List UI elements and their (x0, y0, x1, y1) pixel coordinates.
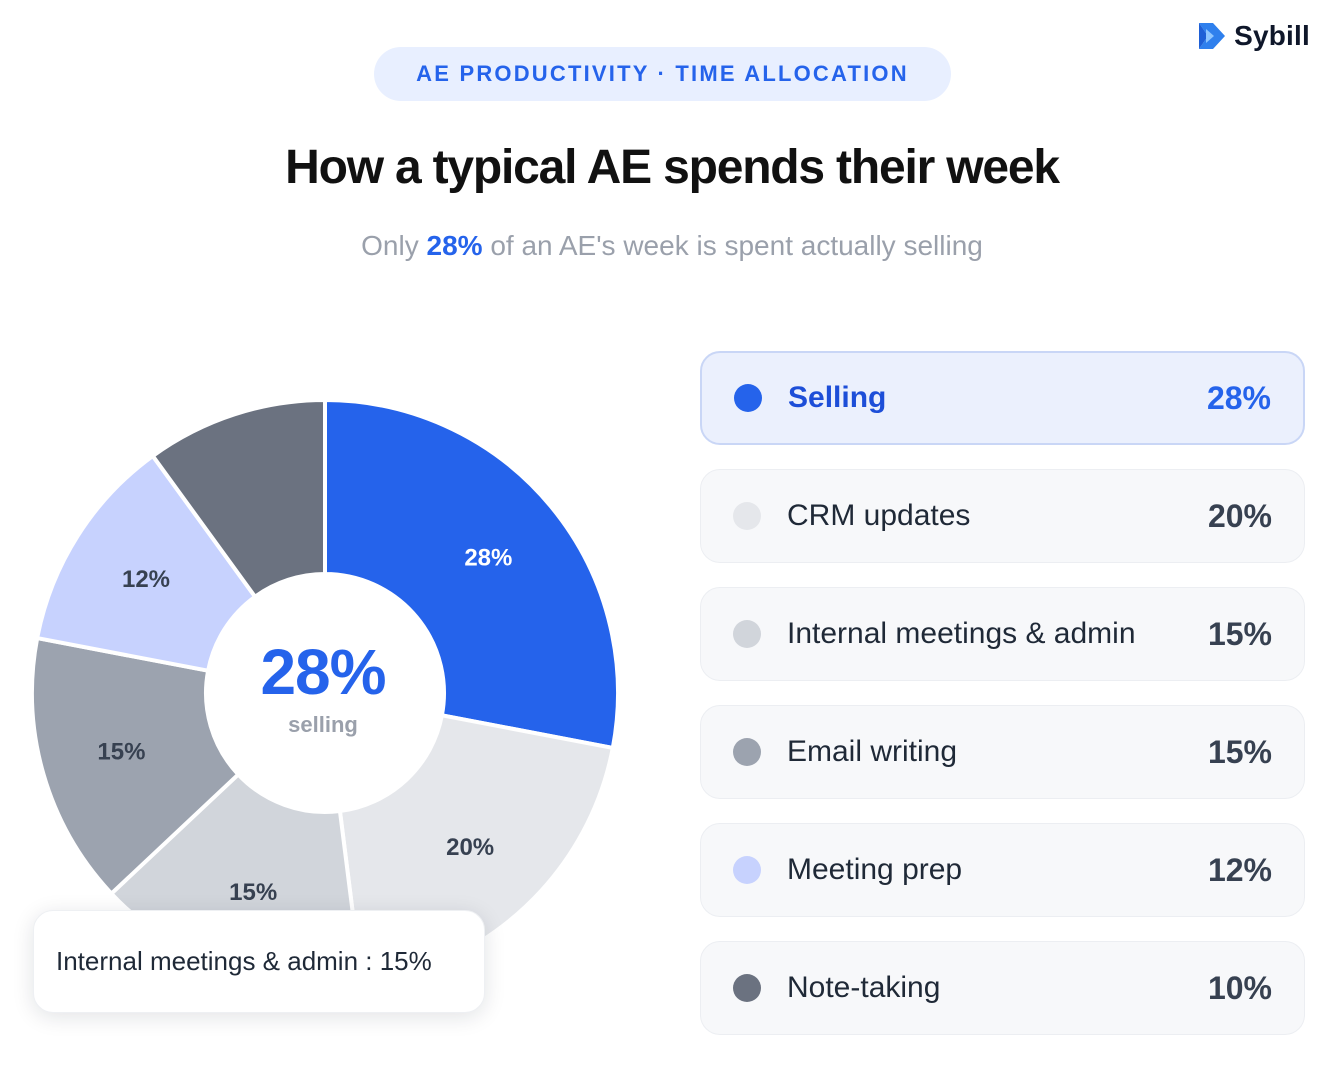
legend-item-selling[interactable]: Selling 28% (700, 351, 1305, 445)
legend-value: 20% (1207, 497, 1272, 534)
donut-center-label: 28% selling (233, 640, 413, 738)
chart-legend: Selling 28% CRM updates 20% Internal mee… (700, 351, 1305, 1059)
legend-label: Note-taking (787, 971, 941, 1004)
slice-label-selling: 28% (464, 544, 512, 571)
legend-item-email-writing[interactable]: Email writing 15% (700, 705, 1305, 799)
donut-chart: 28% 20% 15% 15% 12% 28% selling (20, 388, 630, 998)
legend-item-note-taking[interactable]: Note-taking 10% (700, 941, 1305, 1035)
legend-label: Internal meetings & admin (787, 617, 1136, 650)
legend-item-meeting-prep[interactable]: Meeting prep 12% (700, 823, 1305, 917)
sybill-logo-icon (1199, 23, 1226, 49)
slice-label-meeting-prep: 12% (122, 566, 170, 593)
slice-note-taking[interactable] (150, 398, 327, 599)
legend-value: 10% (1207, 969, 1272, 1006)
page-subtitle: Only 28% of an AE's week is spent actual… (0, 230, 1344, 262)
subtitle-highlight: 28% (426, 230, 483, 261)
slice-meeting-prep[interactable] (35, 453, 258, 673)
legend-value: 15% (1207, 733, 1272, 770)
legend-item-crm-updates[interactable]: CRM updates 20% (700, 469, 1305, 563)
legend-label: CRM updates (787, 499, 971, 532)
legend-dot (733, 502, 761, 530)
legend-dot (733, 856, 761, 884)
page-title: How a typical AE spends their week (285, 141, 1060, 194)
slice-label-crm-updates: 20% (446, 834, 494, 861)
legend-label: Email writing (787, 735, 958, 768)
brand-name: Sybill (1234, 20, 1310, 51)
chart-tooltip: Internal meetings & admin : 15% (33, 910, 485, 1013)
brand-logo: Sybill (1196, 20, 1310, 52)
slice-selling[interactable] (323, 398, 620, 750)
legend-value: 28% (1206, 379, 1271, 416)
legend-value: 12% (1207, 851, 1272, 888)
legend-label: Selling (788, 381, 887, 414)
slice-label-internal-meetings: 15% (229, 879, 277, 906)
donut-center-value: 28% (260, 636, 386, 708)
donut-center-caption: selling (288, 712, 358, 737)
legend-dot (734, 384, 762, 412)
legend-dot (733, 738, 761, 766)
legend-value: 15% (1207, 615, 1272, 652)
legend-dot (733, 620, 761, 648)
legend-dot (733, 974, 761, 1002)
eyebrow-text: AE PRODUCTIVITY · TIME ALLOCATION (416, 61, 909, 86)
subtitle-suffix: of an AE's week is spent actually sellin… (482, 230, 983, 261)
legend-label: Meeting prep (787, 853, 963, 886)
legend-item-internal-meetings[interactable]: Internal meetings & admin 15% (700, 587, 1305, 681)
eyebrow-pill: AE PRODUCTIVITY · TIME ALLOCATION (374, 47, 951, 101)
slice-label-email-writing: 15% (97, 739, 145, 766)
slice-email-writing[interactable] (30, 636, 241, 896)
subtitle-prefix: Only (361, 230, 427, 261)
